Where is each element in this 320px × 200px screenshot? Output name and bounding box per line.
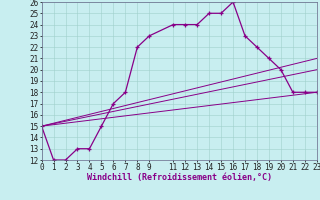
X-axis label: Windchill (Refroidissement éolien,°C): Windchill (Refroidissement éolien,°C): [87, 173, 272, 182]
